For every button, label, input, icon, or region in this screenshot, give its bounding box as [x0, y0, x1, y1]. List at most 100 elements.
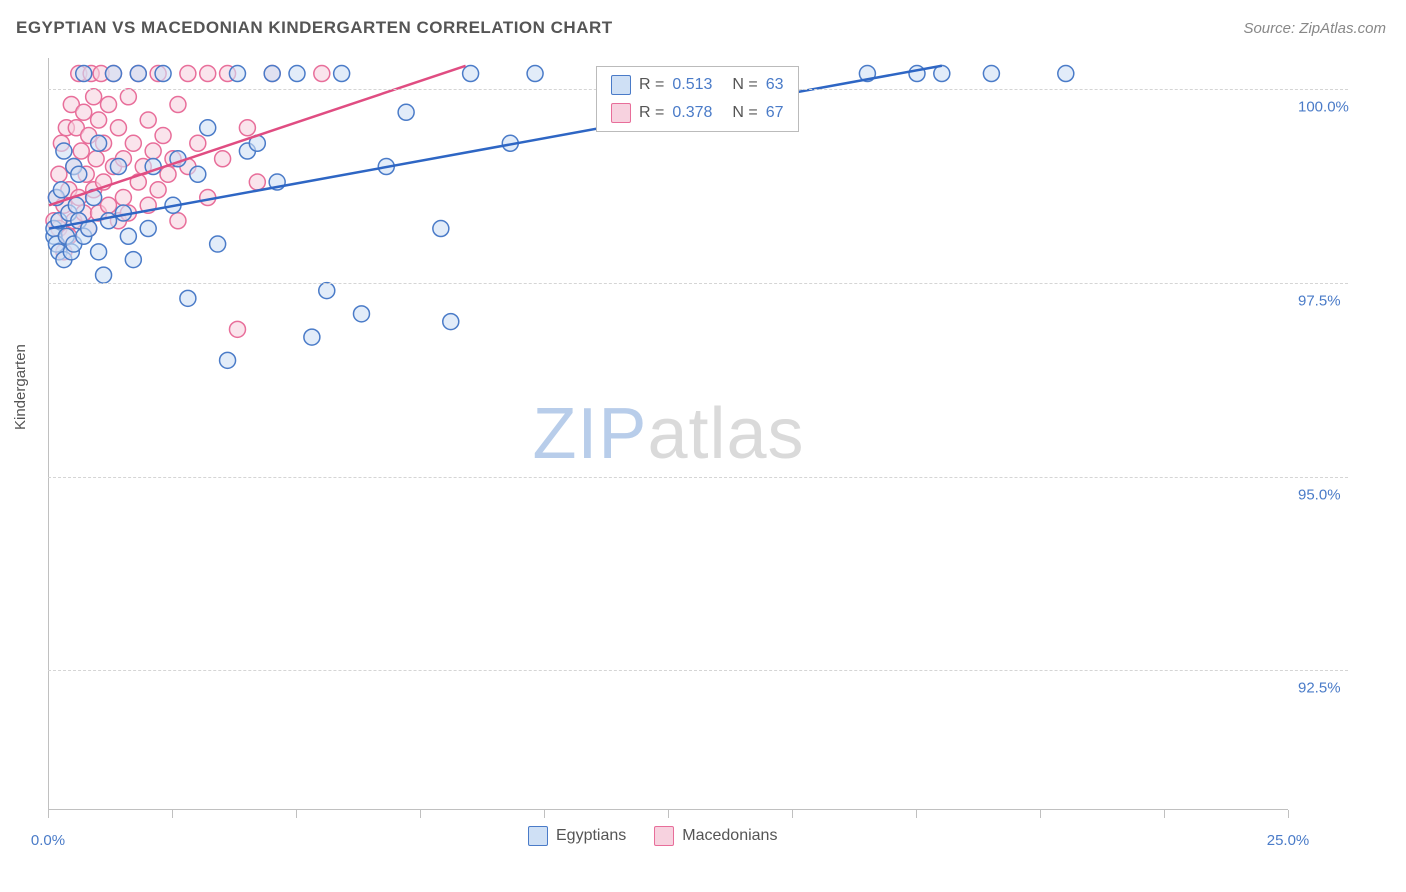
- legend-swatch: [654, 826, 674, 846]
- data-point: [110, 159, 126, 175]
- data-point: [101, 97, 117, 113]
- data-point: [463, 66, 479, 82]
- x-tick: [1288, 810, 1289, 818]
- series-legend-label: Macedonians: [682, 827, 777, 845]
- legend-r-label: R =: [639, 76, 664, 94]
- data-point: [120, 228, 136, 244]
- legend-row: R = 0.513 N = 63: [597, 71, 798, 99]
- data-point: [110, 120, 126, 136]
- series-legend: Egyptians Macedonians: [528, 826, 777, 846]
- legend-n-label: N =: [732, 76, 757, 94]
- legend-n-label: N =: [732, 104, 757, 122]
- x-tick: [296, 810, 297, 818]
- series-legend-label: Egyptians: [556, 827, 626, 845]
- x-tick: [1164, 810, 1165, 818]
- data-point: [249, 174, 265, 190]
- data-point: [101, 213, 117, 229]
- data-point: [264, 66, 280, 82]
- data-point: [125, 252, 141, 268]
- data-point: [229, 321, 245, 337]
- data-point: [105, 66, 121, 82]
- data-point: [433, 221, 449, 237]
- y-tick-label: 97.5%: [1298, 292, 1341, 309]
- data-point: [229, 66, 245, 82]
- y-axis-label: Kindergarten: [12, 344, 29, 430]
- data-point: [170, 97, 186, 113]
- legend-r-label: R =: [639, 104, 664, 122]
- data-point: [314, 66, 330, 82]
- data-point: [353, 306, 369, 322]
- legend-n-value: 63: [766, 76, 784, 94]
- data-point: [76, 66, 92, 82]
- data-point: [190, 135, 206, 151]
- correlation-legend: R = 0.513 N = 63 R = 0.378 N = 67: [596, 66, 799, 132]
- data-point: [125, 135, 141, 151]
- legend-r-value: 0.513: [672, 76, 712, 94]
- x-tick: [1040, 810, 1041, 818]
- data-point: [443, 314, 459, 330]
- data-point: [215, 151, 231, 167]
- data-point: [200, 66, 216, 82]
- x-tick-label-right: 25.0%: [1267, 832, 1310, 849]
- data-point: [91, 112, 107, 128]
- legend-swatch: [528, 826, 548, 846]
- legend-swatch: [611, 103, 631, 123]
- data-point: [86, 89, 102, 105]
- data-point: [190, 166, 206, 182]
- data-point: [53, 182, 69, 198]
- data-point: [155, 128, 171, 144]
- x-tick: [544, 810, 545, 818]
- data-point: [527, 66, 543, 82]
- y-tick-label: 100.0%: [1298, 99, 1349, 116]
- data-point: [73, 143, 89, 159]
- data-point: [120, 89, 136, 105]
- legend-r-value: 0.378: [672, 104, 712, 122]
- data-point: [140, 221, 156, 237]
- chart-title: EGYPTIAN VS MACEDONIAN KINDERGARTEN CORR…: [16, 18, 613, 38]
- data-point: [304, 329, 320, 345]
- data-point: [200, 120, 216, 136]
- data-point: [319, 283, 335, 299]
- data-point: [56, 143, 72, 159]
- trend-line: [49, 66, 942, 229]
- x-tick: [668, 810, 669, 818]
- data-point: [130, 66, 146, 82]
- data-point: [239, 120, 255, 136]
- data-point: [101, 197, 117, 213]
- data-point: [71, 166, 87, 182]
- data-point: [88, 151, 104, 167]
- data-point: [140, 112, 156, 128]
- x-tick: [420, 810, 421, 818]
- x-tick: [48, 810, 49, 818]
- y-tick-label: 92.5%: [1298, 680, 1341, 697]
- data-point: [51, 166, 67, 182]
- data-point: [180, 66, 196, 82]
- x-tick: [792, 810, 793, 818]
- data-point: [210, 236, 226, 252]
- data-point: [334, 66, 350, 82]
- data-point: [145, 143, 161, 159]
- data-point: [68, 197, 84, 213]
- y-tick-label: 95.0%: [1298, 486, 1341, 503]
- data-point: [398, 104, 414, 120]
- header-row: EGYPTIAN VS MACEDONIAN KINDERGARTEN CORR…: [16, 18, 1386, 38]
- data-point: [91, 244, 107, 260]
- data-point: [170, 213, 186, 229]
- legend-row: R = 0.378 N = 67: [597, 99, 798, 127]
- legend-swatch: [611, 75, 631, 95]
- data-point: [115, 190, 131, 206]
- gridline: [48, 670, 1348, 671]
- data-point: [91, 135, 107, 151]
- data-point: [76, 104, 92, 120]
- data-point: [160, 166, 176, 182]
- source-label: Source: ZipAtlas.com: [1243, 20, 1386, 37]
- plot-container: ZIPatlas 92.5% 95.0% 97.5% 100.0% R = 0.513…: [48, 58, 1348, 810]
- series-legend-item: Egyptians: [528, 826, 626, 846]
- data-point: [155, 66, 171, 82]
- plot-area: ZIPatlas: [48, 58, 1288, 810]
- data-point: [1058, 66, 1074, 82]
- legend-n-value: 67: [766, 104, 784, 122]
- data-point: [983, 66, 999, 82]
- data-point: [289, 66, 305, 82]
- series-legend-item: Macedonians: [654, 826, 777, 846]
